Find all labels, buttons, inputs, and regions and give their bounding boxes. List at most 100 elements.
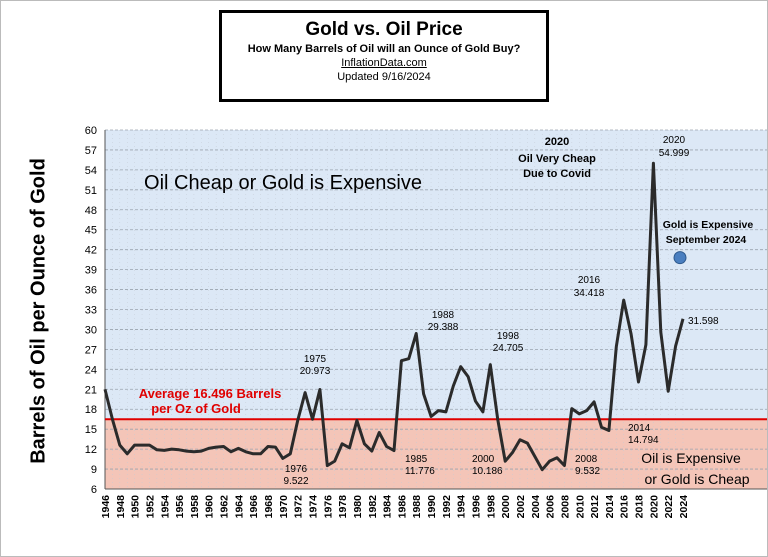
y-tick-label: 54 — [85, 165, 97, 177]
average-label: per Oz of Gold — [151, 401, 241, 416]
y-tick-label: 27 — [85, 344, 97, 356]
lower-region-label: or Gold is Cheap — [644, 471, 749, 487]
annotation-label: 54.999 — [659, 148, 690, 159]
y-tick-label: 42 — [85, 245, 97, 257]
y-tick-label: 18 — [85, 404, 97, 416]
current-marker-label: September 2024 — [666, 234, 747, 246]
x-tick-label: 2018 — [634, 495, 646, 519]
x-tick-label: 1970 — [278, 495, 290, 519]
title-box: Gold vs. Oil Price How Many Barrels of O… — [219, 10, 549, 102]
y-tick-label: 60 — [85, 125, 97, 137]
x-tick-label: 2002 — [515, 495, 527, 519]
annotation-label: 2016 — [578, 275, 601, 286]
y-tick-label: 45 — [85, 225, 97, 237]
x-tick-label: 2024 — [678, 495, 690, 519]
upper-region — [105, 130, 767, 420]
chart-title: Gold vs. Oil Price — [305, 19, 463, 40]
series-line — [103, 161, 685, 472]
annotation-label: 1975 — [304, 354, 327, 365]
x-tick-label: 1994 — [456, 495, 468, 519]
x-tick-label: 2004 — [530, 495, 542, 519]
y-tick-label: 51 — [85, 185, 97, 197]
annotation-label: 10.186 — [472, 466, 503, 477]
y-tick-label: 12 — [85, 444, 97, 456]
x-tick-label: 2020 — [648, 495, 660, 519]
annotation-label: 11.776 — [405, 466, 435, 477]
x-tick-label: 2008 — [559, 495, 571, 519]
y-tick-label: 33 — [85, 305, 97, 317]
x-tick-label: 1992 — [441, 495, 453, 519]
x-tick-label: 2016 — [619, 495, 631, 519]
annotation-label: 2020 — [663, 135, 686, 146]
y-tick-label: 9 — [91, 464, 97, 476]
lower-region — [105, 419, 767, 489]
x-tick-label: 1998 — [485, 495, 497, 519]
y-tick-label: 39 — [85, 265, 97, 277]
covid-note: Oil Very Cheap — [518, 153, 596, 165]
annotation-label: 20.973 — [300, 366, 331, 377]
annotation-label: 2008 — [575, 454, 598, 465]
x-tick-label: 1956 — [174, 495, 186, 519]
x-tick-label: 1984 — [382, 495, 394, 519]
x-tick-label: 1972 — [293, 495, 305, 519]
average-label: Average 16.496 Barrels — [139, 386, 282, 401]
annotation-label: 1985 — [405, 454, 428, 465]
x-tick-label: 2014 — [604, 495, 616, 519]
covid-note: 2020 — [545, 136, 569, 148]
y-tick-label: 15 — [85, 424, 97, 436]
covid-note: Due to Covid — [523, 168, 591, 180]
x-tick-label: 1954 — [159, 495, 171, 519]
y-tick-label: 36 — [85, 285, 97, 297]
x-tick-label: 1982 — [367, 495, 379, 519]
upper-region-label: Oil Cheap or Gold is Expensive — [144, 172, 422, 194]
annotation-label: 9.522 — [283, 476, 308, 487]
chart-subtitle: How Many Barrels of Oil will an Ounce of… — [247, 43, 521, 55]
lower-region-label: Oil is Expensive — [641, 450, 741, 466]
x-tick-label: 1980 — [352, 495, 364, 519]
annotation-label: 14.794 — [628, 435, 659, 446]
x-tick-label: 1964 — [233, 495, 245, 519]
y-tick-label: 57 — [85, 145, 97, 157]
y-tick-label: 6 — [91, 484, 97, 496]
updated-date: Updated 9/16/2024 — [337, 71, 431, 83]
x-tick-label: 1966 — [248, 495, 260, 519]
current-marker — [673, 251, 687, 265]
x-tick-label: 1952 — [144, 495, 156, 519]
x-tick-label: 1950 — [130, 495, 142, 519]
annotation-label: 1976 — [285, 464, 308, 475]
annotation-label: 1988 — [432, 310, 455, 321]
x-tick-label: 2012 — [589, 495, 601, 519]
y-tick-label: 48 — [85, 205, 97, 217]
x-tick-label: 1986 — [396, 495, 408, 519]
annotation-label: 34.418 — [574, 288, 605, 299]
x-tick-label: 1974 — [307, 495, 319, 519]
x-tick-label: 1958 — [189, 495, 201, 519]
x-tick-label: 1960 — [204, 495, 216, 519]
x-tick-label: 1988 — [411, 495, 423, 519]
annotation-label: 2000 — [472, 454, 495, 465]
annotation-label: 29.388 — [428, 322, 459, 333]
annotation-label: 31.598 — [688, 316, 719, 327]
x-tick-label: 2006 — [545, 495, 557, 519]
x-tick-label: 1948 — [115, 495, 127, 519]
annotation-label: 1998 — [497, 331, 520, 342]
annotation-label: 2014 — [628, 423, 651, 434]
x-tick-label: 1990 — [426, 495, 438, 519]
x-tick-label: 1962 — [219, 495, 231, 519]
x-tick-label: 1996 — [471, 495, 483, 519]
x-tick-label: 2000 — [500, 495, 512, 519]
current-marker-label: Gold is Expensive — [663, 219, 754, 231]
x-tick-label: 1976 — [322, 495, 334, 519]
x-tick-label: 1946 — [100, 495, 112, 519]
source-link[interactable]: InflationData.com — [341, 57, 427, 69]
x-tick-label: 1978 — [337, 495, 349, 519]
y-tick-label: 30 — [85, 324, 97, 336]
x-tick-label: 2010 — [574, 495, 586, 519]
annotation-label: 9.532 — [575, 466, 600, 477]
x-tick-label: 1968 — [263, 495, 275, 519]
y-tick-label: 21 — [85, 384, 97, 396]
annotation-label: 24.705 — [493, 343, 524, 354]
x-tick-label: 2022 — [663, 495, 675, 519]
y-tick-label: 24 — [85, 364, 97, 376]
